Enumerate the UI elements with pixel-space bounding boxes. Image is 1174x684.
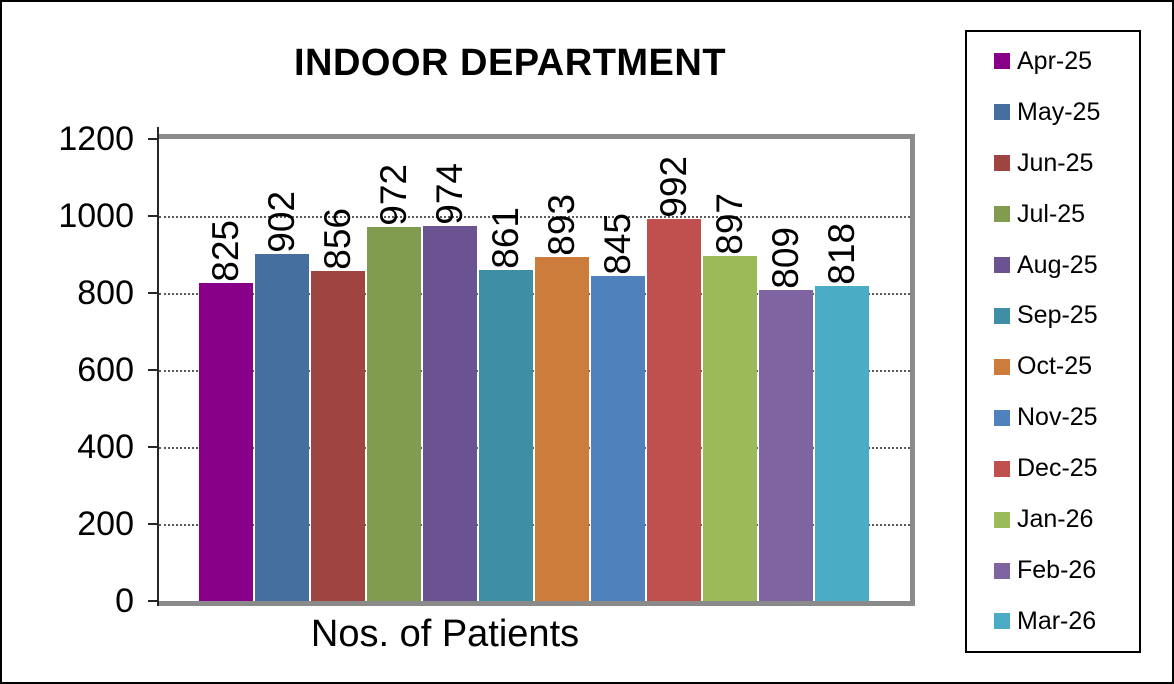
bar-Jul-25[interactable]: [367, 227, 421, 601]
legend-item-Aug-25[interactable]: Aug-25: [994, 251, 1135, 280]
legend-label: Aug-25: [1017, 250, 1098, 279]
legend-swatch: [994, 511, 1010, 528]
legend-swatch: [994, 257, 1010, 274]
bar-Mar-26[interactable]: [815, 286, 869, 601]
legend-label: Feb-26: [1017, 556, 1097, 585]
bar-Apr-25[interactable]: [199, 283, 253, 601]
legend-item-Dec-25[interactable]: Dec-25: [994, 454, 1135, 483]
y-tick-label: 1200: [58, 120, 134, 158]
bar-value-label: 818: [815, 135, 869, 285]
legend-label: Mar-26: [1017, 606, 1097, 635]
bar-value-text: 897: [708, 193, 750, 255]
bar-value-label: 809: [759, 139, 813, 289]
legend-swatch: [994, 104, 1010, 121]
legend-swatch: [994, 307, 1010, 324]
legend-label: Jun-25: [1017, 148, 1094, 177]
bar-value-label: 902: [255, 103, 309, 253]
y-tick-mark: [148, 215, 157, 217]
bar-value-text: 992: [652, 156, 694, 218]
bar-Jan-26[interactable]: [703, 256, 757, 601]
bar-value-label: 825: [199, 132, 253, 282]
legend-label: Oct-25: [1017, 352, 1093, 381]
bar-Jun-25[interactable]: [311, 271, 365, 601]
y-tick-label: 800: [77, 274, 134, 312]
legend-swatch: [994, 409, 1010, 426]
bar-value-label: 992: [647, 68, 701, 218]
y-tick-mark: [148, 292, 157, 294]
bar-Sep-25[interactable]: [479, 270, 533, 601]
legend-item-Feb-26[interactable]: Feb-26: [994, 556, 1135, 585]
y-tick-label: 1000: [58, 197, 134, 235]
bar-Aug-25[interactable]: [423, 226, 477, 601]
legend-label: Jul-25: [1017, 199, 1086, 228]
y-tick-mark: [148, 523, 157, 525]
bar-value-text: 893: [540, 194, 582, 256]
bar-May-25[interactable]: [255, 254, 309, 601]
bar-Feb-26[interactable]: [759, 290, 813, 601]
bar-value-label: 972: [367, 76, 421, 226]
legend-swatch: [994, 155, 1010, 172]
y-tick-mark: [148, 446, 157, 448]
legend-swatch: [994, 613, 1010, 630]
legend-swatch: [994, 562, 1010, 579]
legend-swatch: [994, 460, 1010, 477]
bar-value-text: 902: [260, 191, 302, 253]
bar-value-text: 825: [204, 220, 246, 282]
legend-item-Jul-25[interactable]: Jul-25: [994, 200, 1135, 229]
legend-label: Nov-25: [1017, 403, 1098, 432]
legend-label: Sep-25: [1017, 301, 1098, 330]
y-tick-mark: [148, 138, 157, 140]
legend-item-Oct-25[interactable]: Oct-25: [994, 352, 1135, 381]
legend-item-Sep-25[interactable]: Sep-25: [994, 301, 1135, 330]
bar-value-label: 893: [535, 106, 589, 256]
bar-Nov-25[interactable]: [591, 276, 645, 601]
bar-value-text: 845: [596, 213, 638, 275]
legend-label: Jan-26: [1017, 505, 1094, 534]
bar-Oct-25[interactable]: [535, 257, 589, 601]
y-gridline: [159, 216, 910, 218]
legend-swatch: [994, 358, 1010, 375]
y-gridline: [159, 293, 910, 295]
y-gridline: [159, 524, 910, 526]
chart-title: INDOOR DEPARTMENT: [293, 42, 727, 84]
legend-item-Jan-26[interactable]: Jan-26: [994, 505, 1135, 534]
plot-area: 825 902 856 972 974 861 893 845 992 897 809 818: [148, 127, 915, 606]
y-tick-label: 400: [77, 428, 134, 466]
legend-item-Jun-25[interactable]: Jun-25: [994, 149, 1135, 178]
legend-item-May-25[interactable]: May-25: [994, 98, 1135, 127]
y-tick-mark: [148, 369, 157, 371]
legend-swatch: [994, 206, 1010, 223]
bar-value-label: 974: [423, 75, 477, 225]
bar-value-text: 809: [764, 227, 806, 289]
legend-label: May-25: [1017, 97, 1101, 126]
y-gridline: [159, 370, 910, 372]
legend-swatch: [994, 53, 1010, 70]
y-tick-label: 200: [77, 505, 134, 543]
y-gridline: [159, 447, 910, 449]
y-tick-mark: [148, 600, 157, 602]
legend: Apr-25 May-25 Jun-25 Jul-25 Aug-25 Sep-25 Oct-…: [965, 30, 1141, 653]
y-tick-label: 0: [115, 582, 134, 620]
bar-Dec-25[interactable]: [647, 219, 701, 601]
legend-item-Mar-26[interactable]: Mar-26: [994, 607, 1135, 636]
bar-value-label: 845: [591, 125, 645, 275]
y-axis-line: [157, 127, 159, 606]
legend-item-Nov-25[interactable]: Nov-25: [994, 403, 1135, 432]
bar-value-label: 856: [311, 120, 365, 270]
legend-label: Dec-25: [1017, 454, 1098, 483]
y-tick-label: 600: [77, 351, 134, 389]
legend-item-Apr-25[interactable]: Apr-25: [994, 47, 1135, 76]
bar-value-text: 818: [820, 223, 862, 285]
bar-value-label: 861: [479, 119, 533, 269]
x-axis-title: Nos. of Patients: [310, 613, 580, 655]
bar-value-label: 897: [703, 105, 757, 255]
legend-label: Apr-25: [1017, 46, 1093, 75]
